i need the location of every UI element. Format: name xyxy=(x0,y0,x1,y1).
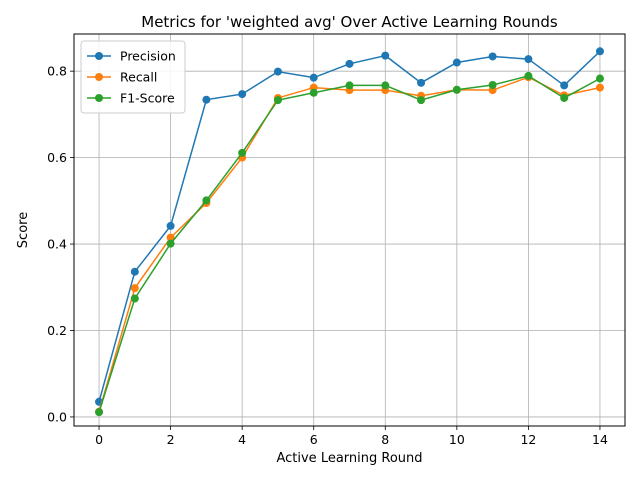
plot-frame xyxy=(73,33,626,427)
legend: Precision Recall F1-Score xyxy=(80,40,186,114)
x-tick-label: 2 xyxy=(167,432,175,447)
x-tick-label: 0 xyxy=(95,432,103,447)
series-precision xyxy=(95,47,604,406)
precision-point xyxy=(345,59,354,68)
x-tick-label: 4 xyxy=(238,432,246,447)
x-tick-label: 8 xyxy=(381,432,389,447)
y-tick-label: 0.4 xyxy=(47,237,67,252)
x-tick-label: 14 xyxy=(592,432,608,447)
legend-label: F1-Score xyxy=(120,91,175,106)
series-layer xyxy=(95,47,604,417)
legend-item-precision: Precision xyxy=(87,49,176,64)
precision-point xyxy=(273,67,282,76)
precision-point xyxy=(417,78,426,87)
axis-ticks: 0 2 4 6 8 10 12 14 0.0 0.2 0.4 0.6 0.8 xyxy=(47,64,608,447)
legend-label: Recall xyxy=(120,70,157,85)
x-tick-label: 12 xyxy=(520,432,536,447)
precision-point xyxy=(309,73,318,82)
precision-point xyxy=(595,47,604,56)
f1-score-point xyxy=(309,88,318,97)
f1-score-point xyxy=(452,85,461,94)
precision-point xyxy=(452,58,461,67)
f1-score-point xyxy=(95,408,104,417)
legend-item-recall: Recall xyxy=(87,70,157,85)
y-tick-label: 0.8 xyxy=(47,64,67,79)
y-tick-label: 0.0 xyxy=(47,409,67,424)
precision-point xyxy=(166,221,175,230)
series-f1-score xyxy=(95,71,604,417)
legend-swatch-marker xyxy=(95,73,103,81)
y-tick-label: 0.2 xyxy=(47,323,67,338)
f1-score-point xyxy=(381,81,390,90)
precision-point xyxy=(488,52,497,61)
recall-point xyxy=(595,83,604,92)
f1-score-point xyxy=(595,74,604,83)
y-axis-label: Score xyxy=(16,212,31,248)
legend-swatch-marker xyxy=(95,52,103,60)
y-tick-label: 0.6 xyxy=(47,150,67,165)
x-axis-label: Active Learning Round xyxy=(276,451,422,466)
precision-point xyxy=(130,267,139,276)
precision-point xyxy=(202,95,211,104)
precision-point xyxy=(524,55,533,64)
f1-score-point xyxy=(524,71,533,80)
precision-point xyxy=(381,51,390,60)
precision-point xyxy=(560,81,569,90)
recall-point xyxy=(166,233,175,242)
x-tick-label: 10 xyxy=(449,432,465,447)
legend-label: Precision xyxy=(120,49,176,64)
x-tick-label: 6 xyxy=(310,432,318,447)
f1-score-point xyxy=(166,239,175,248)
legend-item-f1-score: F1-Score xyxy=(87,91,175,106)
f1-score-point xyxy=(417,96,426,105)
f1-score-point xyxy=(238,148,247,157)
f1-score-point xyxy=(273,96,282,105)
precision-point xyxy=(238,90,247,99)
legend-swatch-marker xyxy=(95,94,103,102)
legend-box xyxy=(80,40,186,114)
f1-score-point xyxy=(130,294,139,303)
f1-score-point xyxy=(345,81,354,90)
chart-title: Metrics for 'weighted avg' Over Active L… xyxy=(141,13,558,31)
f1-score-point xyxy=(488,80,497,89)
recall-point xyxy=(130,284,139,293)
f1-score-point xyxy=(202,196,211,205)
f1-score-point xyxy=(560,93,569,102)
